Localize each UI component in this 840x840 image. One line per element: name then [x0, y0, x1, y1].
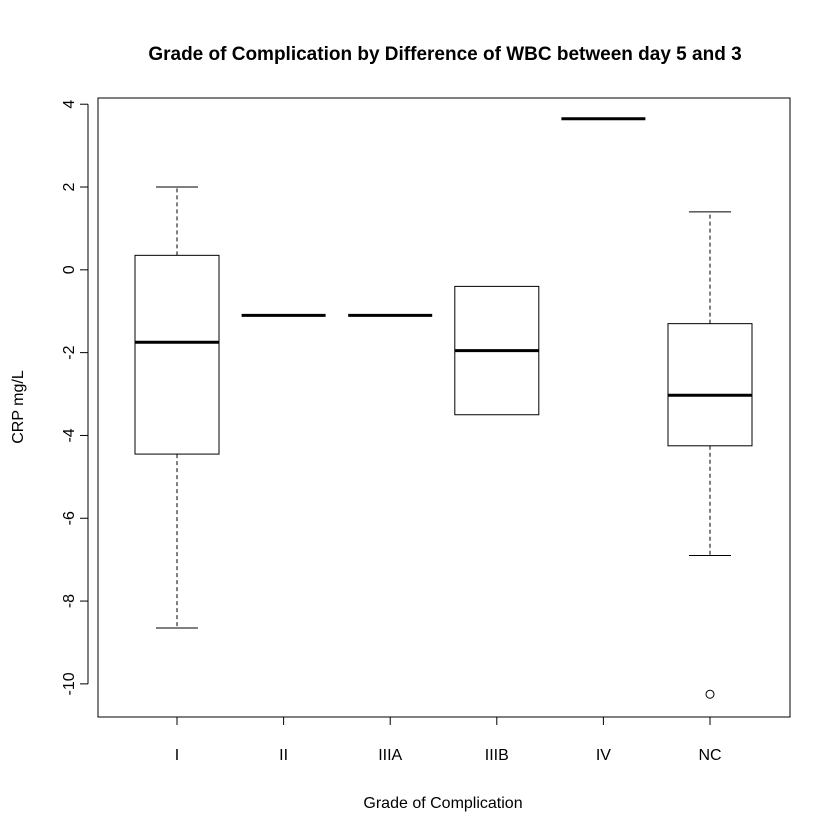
x-tick-label: IIIB — [485, 747, 509, 764]
chart-title: Grade of Complication by Difference of W… — [148, 44, 741, 65]
x-tick-label: IV — [596, 747, 611, 764]
y-tick-label: -6 — [61, 511, 78, 525]
x-axis: I II IIIA IIIB IV NC — [175, 716, 722, 764]
y-tick-label: 0 — [61, 265, 78, 274]
y-tick-label: -4 — [61, 428, 78, 442]
y-tick-label: -2 — [61, 345, 78, 359]
plot-frame — [97, 97, 791, 718]
x-tick-label: I — [175, 747, 179, 764]
box-iqr — [667, 323, 753, 447]
box-iqr — [134, 254, 220, 455]
y-tick-label: 4 — [61, 100, 78, 109]
x-tick-label: II — [279, 747, 288, 764]
y-axis-label: CRP mg/L — [10, 370, 27, 444]
y-tick-label: 2 — [61, 182, 78, 191]
x-tick-label: IIIA — [378, 747, 402, 764]
outlier-point — [705, 689, 715, 699]
box-I — [134, 186, 220, 629]
box-NC — [667, 211, 753, 699]
x-tick-label: NC — [698, 747, 721, 764]
x-axis-label: Grade of Complication — [363, 795, 522, 812]
y-tick-label: -10 — [61, 672, 78, 695]
y-axis: 4 2 0 -2 -4 -6 -8 -10 — [61, 100, 89, 695]
y-tick-label: -8 — [61, 594, 78, 608]
box-IIIB — [454, 285, 540, 416]
boxes — [134, 117, 753, 699]
